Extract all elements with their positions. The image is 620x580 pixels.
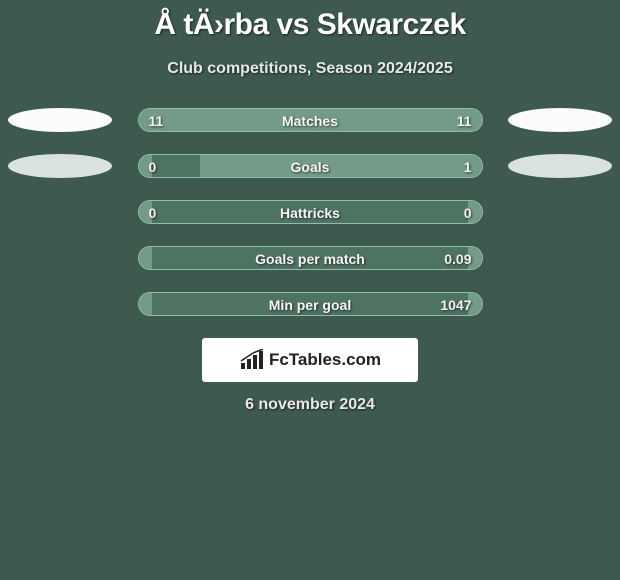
- subtitle: Club competitions, Season 2024/2025: [0, 60, 620, 78]
- player-left-ellipse: [8, 154, 112, 178]
- stat-bar: 11 Matches 11: [138, 108, 483, 132]
- stat-bar: Min per goal 1047: [138, 292, 483, 316]
- stat-value-right: 11: [457, 109, 472, 132]
- stat-row: 0 Hattricks 0: [0, 200, 620, 224]
- logo-text: FcTables.com: [269, 350, 381, 370]
- stats-list: 11 Matches 11 0 Goals 1 0 H: [0, 108, 620, 316]
- stat-value-right: 0.09: [444, 247, 471, 270]
- stat-bar: Goals per match 0.09: [138, 246, 483, 270]
- stat-label: Hattricks: [139, 201, 482, 224]
- stat-label: Matches: [139, 109, 482, 132]
- stat-bar: 0 Hattricks 0: [138, 200, 483, 224]
- player-right-ellipse: [508, 108, 612, 132]
- stat-label: Goals: [139, 155, 482, 178]
- player-left-ellipse: [8, 108, 112, 132]
- stat-value-right: 0: [464, 201, 472, 224]
- player-right-ellipse: [508, 154, 612, 178]
- stat-row: Min per goal 1047: [0, 292, 620, 316]
- fctables-logo[interactable]: FcTables.com: [202, 338, 418, 382]
- bar-chart-icon: [239, 349, 265, 371]
- date-label: 6 november 2024: [0, 396, 620, 414]
- stat-bar: 0 Goals 1: [138, 154, 483, 178]
- stat-value-right: 1047: [440, 293, 471, 316]
- page-title: Å tÄ›rba vs Skwarczek: [0, 8, 620, 42]
- stat-label: Min per goal: [139, 293, 482, 316]
- stat-row: 0 Goals 1: [0, 154, 620, 178]
- stat-label: Goals per match: [139, 247, 482, 270]
- stat-row: 11 Matches 11: [0, 108, 620, 132]
- comparison-card: Å tÄ›rba vs Skwarczek Club competitions,…: [0, 0, 620, 580]
- stat-value-right: 1: [464, 155, 472, 178]
- stat-row: Goals per match 0.09: [0, 246, 620, 270]
